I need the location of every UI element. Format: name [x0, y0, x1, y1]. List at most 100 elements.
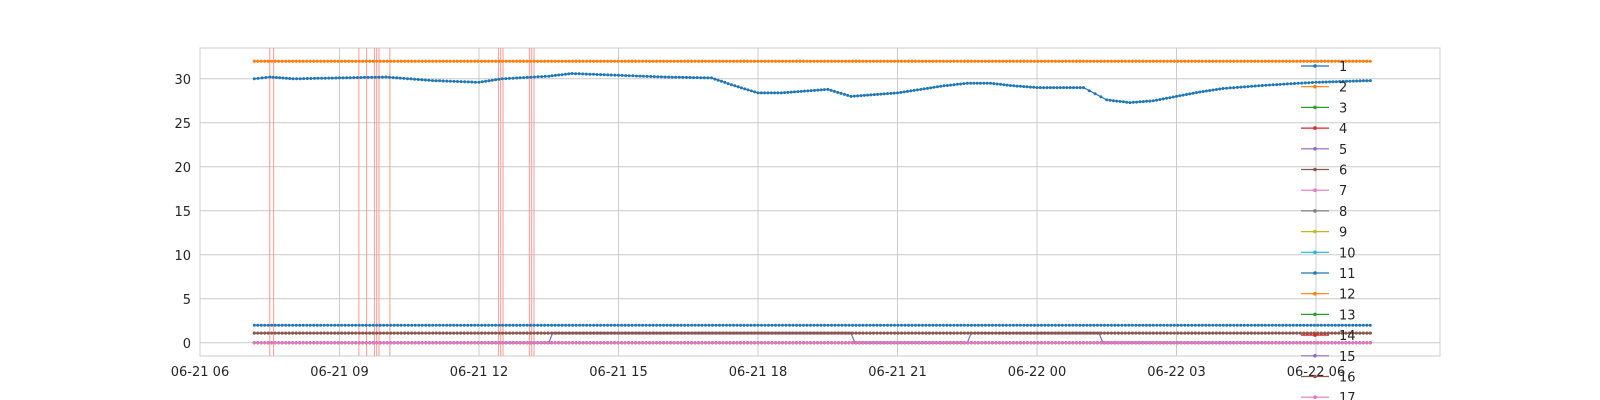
- series-marker: [623, 331, 627, 335]
- series-marker: [606, 331, 610, 335]
- series-marker: [1365, 59, 1369, 63]
- series-marker: [508, 323, 512, 327]
- series-marker: [736, 85, 740, 89]
- series-marker: [1144, 323, 1148, 327]
- series-marker: [480, 59, 484, 63]
- series-marker: [1057, 59, 1061, 63]
- series-marker: [326, 331, 330, 335]
- series-marker: [994, 323, 998, 327]
- series-marker: [518, 323, 522, 327]
- series-marker: [1250, 84, 1254, 88]
- series-marker: [1263, 323, 1267, 327]
- series-marker: [508, 331, 512, 335]
- series-marker: [1053, 323, 1057, 327]
- series-marker: [770, 59, 774, 63]
- series-marker: [518, 331, 522, 335]
- series-marker: [1321, 80, 1325, 84]
- series-marker: [557, 331, 561, 335]
- series-marker: [1221, 59, 1225, 63]
- series-marker: [1162, 323, 1166, 327]
- series-marker: [441, 59, 445, 63]
- series-marker: [637, 323, 641, 327]
- series-marker: [763, 323, 767, 327]
- series-marker: [989, 81, 992, 85]
- series-marker: [1158, 323, 1162, 327]
- series-marker: [274, 76, 278, 79]
- series-marker: [1232, 323, 1236, 327]
- series-marker: [1319, 323, 1323, 327]
- series-marker: [796, 90, 800, 94]
- series-marker: [1125, 100, 1129, 104]
- series-marker: [473, 331, 477, 335]
- series-marker: [378, 331, 382, 335]
- series-marker: [301, 331, 305, 335]
- series-marker: [417, 323, 421, 327]
- series-marker: [1185, 93, 1188, 96]
- series-marker: [490, 323, 494, 327]
- series-marker: [273, 59, 277, 63]
- series-marker: [271, 75, 275, 79]
- series-marker: [441, 331, 445, 335]
- series-marker: [403, 323, 407, 327]
- series-marker: [969, 59, 973, 63]
- series-marker: [914, 323, 917, 327]
- series-marker: [969, 81, 973, 85]
- series-marker: [816, 323, 819, 327]
- series-marker: [445, 79, 449, 83]
- series-marker: [774, 323, 777, 327]
- series-marker: [599, 73, 603, 77]
- series-marker: [868, 59, 872, 63]
- series-marker: [322, 331, 326, 335]
- series-marker: [357, 331, 361, 335]
- series-marker: [487, 331, 491, 335]
- series-marker: [634, 331, 638, 335]
- series-marker: [770, 323, 774, 327]
- series-marker: [320, 76, 324, 80]
- series-marker: [1120, 323, 1124, 327]
- series-marker: [574, 72, 578, 76]
- series-marker: [823, 59, 826, 63]
- series-marker: [312, 59, 316, 63]
- series-marker: [504, 59, 508, 63]
- series-marker: [1288, 323, 1292, 327]
- series-marker: [1134, 59, 1138, 63]
- series-marker: [679, 59, 683, 63]
- series-marker: [656, 75, 660, 79]
- series-marker: [1310, 81, 1314, 84]
- series-marker: [1081, 59, 1085, 63]
- series-marker: [924, 59, 928, 63]
- series-marker: [781, 59, 784, 63]
- series-marker: [1134, 323, 1138, 327]
- series-marker: [910, 323, 914, 327]
- series-marker: [690, 323, 694, 327]
- series-marker: [805, 323, 809, 327]
- series-marker: [385, 323, 389, 327]
- series-marker: [1291, 323, 1295, 327]
- series-marker: [1106, 59, 1110, 63]
- series-marker: [494, 59, 498, 63]
- series-marker: [319, 331, 323, 335]
- series-marker: [490, 331, 494, 335]
- series-marker: [1338, 80, 1342, 83]
- series-marker: [553, 323, 557, 327]
- series-marker: [1176, 59, 1180, 63]
- series-marker: [343, 331, 347, 335]
- series-marker: [1115, 99, 1119, 103]
- series-marker: [1102, 59, 1106, 63]
- series-marker: [1015, 84, 1019, 88]
- series-marker: [483, 323, 487, 327]
- series-marker: [606, 73, 610, 77]
- series-marker: [658, 323, 662, 327]
- series-marker: [1194, 91, 1198, 95]
- series-marker: [1263, 59, 1267, 63]
- series-marker: [1068, 86, 1072, 90]
- series-marker: [1018, 84, 1022, 88]
- series-marker: [1211, 88, 1215, 92]
- series-marker: [463, 80, 467, 84]
- series-marker: [620, 59, 624, 63]
- series-marker: [1118, 99, 1122, 103]
- series-marker: [1246, 85, 1250, 89]
- series-marker: [1004, 59, 1008, 63]
- series-marker: [1095, 59, 1099, 63]
- series-marker: [584, 72, 588, 76]
